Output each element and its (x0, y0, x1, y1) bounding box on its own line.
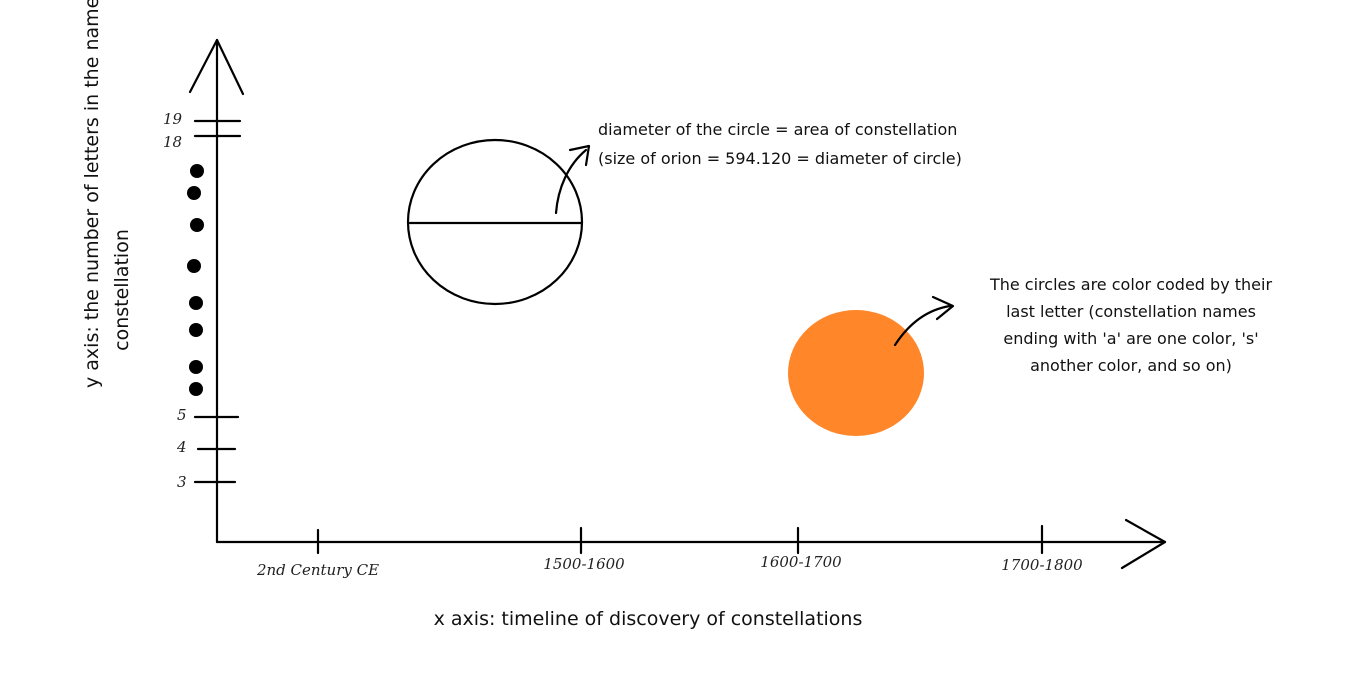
x-tick-label-1700: 1700-1800 (1001, 556, 1083, 574)
x-tick-label-1500: 1500-1600 (543, 555, 625, 573)
diameter-note-line2: (size of orion = 594.120 = diameter of c… (598, 149, 962, 168)
y-tick-label-3: 3 (177, 473, 187, 491)
data-dot (189, 296, 203, 310)
y-tick-label-5: 5 (177, 406, 187, 424)
data-dot (189, 360, 203, 374)
data-dot (190, 218, 204, 232)
diameter-note-line1: diameter of the circle = area of constel… (598, 120, 957, 139)
color-coded-example-circle (788, 310, 924, 436)
color-note-line1: The circles are color coded by their (989, 275, 1273, 294)
color-note-line2: last letter (constellation names (1006, 302, 1256, 321)
x-axis-title: x axis: timeline of discovery of constel… (434, 608, 863, 630)
data-dot (189, 323, 203, 337)
color-arrow-curve (893, 304, 952, 347)
data-dot (190, 164, 204, 178)
y-axis-arrowhead (188, 38, 245, 96)
x-tick-label-2nd-century: 2nd Century CE (256, 561, 379, 579)
y-axis-title-line1: y axis: the number of letters in the nam… (81, 0, 103, 388)
x-axis-arrowhead (1120, 518, 1167, 570)
data-dot (187, 259, 201, 273)
y-tick-label-4: 4 (176, 438, 187, 456)
y-tick-label-19: 19 (163, 110, 183, 128)
y-axis-title-group: y axis: the number of letters in the nam… (81, 0, 103, 388)
diameter-arrow-head (568, 144, 591, 167)
color-note-line4: another color, and so on) (1030, 356, 1232, 375)
y-axis-title-group-2: constellation (111, 229, 133, 351)
data-dot (187, 186, 201, 200)
color-arrow-head (931, 295, 955, 321)
color-note-line3: ending with 'a' are one color, 's' (1003, 329, 1258, 348)
y-axis-title-line2: constellation (111, 229, 133, 351)
x-tick-label-1600: 1600-1700 (760, 553, 842, 571)
y-tick-label-18: 18 (163, 133, 182, 151)
diameter-arrow-curve (554, 148, 588, 215)
data-dot (189, 382, 203, 396)
